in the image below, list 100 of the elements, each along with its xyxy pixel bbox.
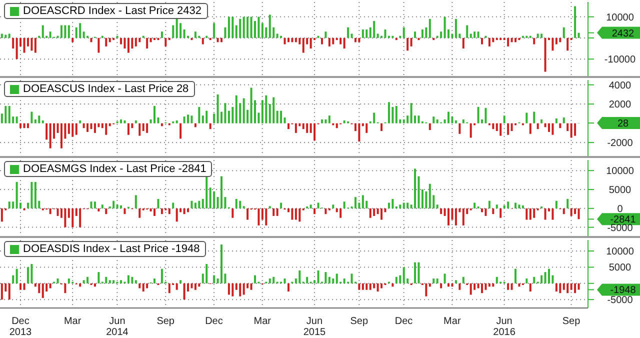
bar <box>246 208 249 220</box>
bar <box>526 278 528 284</box>
bar <box>8 202 10 208</box>
bar <box>484 108 487 124</box>
bar <box>154 106 156 124</box>
bar <box>168 208 170 214</box>
bar <box>38 283 40 294</box>
bar <box>336 274 338 284</box>
bar <box>250 283 252 290</box>
bar <box>428 283 431 287</box>
bar <box>250 16 252 38</box>
bar <box>64 208 66 228</box>
bar <box>94 123 96 133</box>
bar <box>261 23 264 38</box>
bar <box>0 34 3 38</box>
bar <box>410 38 412 46</box>
bar <box>496 38 498 40</box>
bar <box>134 38 137 46</box>
bar <box>220 176 222 208</box>
bar <box>160 208 163 214</box>
bar <box>42 120 44 124</box>
legend-label: DOEASDIS Index - Last Price -1948 <box>23 242 200 256</box>
x-tick-label: Jun 2016 <box>493 316 516 338</box>
bar <box>120 280 122 284</box>
bar <box>254 21 256 38</box>
bar <box>432 278 435 284</box>
bar <box>544 272 546 284</box>
bar <box>64 25 66 38</box>
bar <box>176 18 178 38</box>
bar <box>242 283 245 295</box>
bar <box>510 123 513 131</box>
bar <box>418 38 420 40</box>
bar <box>462 119 464 124</box>
bar <box>146 123 148 133</box>
bar <box>276 110 278 124</box>
bar <box>280 202 282 208</box>
bar <box>98 38 100 53</box>
bar <box>0 208 3 222</box>
bar <box>444 274 446 284</box>
bar <box>232 106 234 124</box>
bar <box>566 198 569 208</box>
bar <box>49 123 52 148</box>
bar <box>94 283 96 287</box>
bar <box>536 123 539 130</box>
bar <box>60 25 62 38</box>
bar <box>26 123 29 128</box>
bar <box>30 38 33 51</box>
bar <box>183 208 186 214</box>
bar <box>49 283 52 288</box>
bar <box>529 123 532 134</box>
bar <box>294 123 297 133</box>
bar <box>526 112 528 124</box>
bar <box>112 280 115 284</box>
bar <box>142 283 144 292</box>
bar <box>500 208 502 218</box>
bar <box>376 283 379 292</box>
bar <box>503 116 506 124</box>
bar <box>157 38 160 40</box>
bar <box>324 208 327 214</box>
bar <box>578 283 580 290</box>
bar <box>105 276 108 284</box>
bar <box>402 267 405 284</box>
bar <box>98 208 100 212</box>
bar <box>358 283 360 290</box>
bar <box>399 204 402 208</box>
bar <box>366 29 368 38</box>
bar <box>124 38 126 49</box>
bar <box>209 38 212 40</box>
bar <box>343 278 346 284</box>
bar <box>317 202 320 208</box>
bar <box>559 38 562 42</box>
bar <box>180 123 182 139</box>
bar <box>343 38 346 49</box>
bar <box>406 116 409 124</box>
bar <box>366 283 368 290</box>
bar <box>187 208 190 212</box>
bar <box>26 267 29 284</box>
bar <box>23 38 26 53</box>
bar <box>440 208 442 214</box>
bar <box>46 123 48 140</box>
bar <box>168 38 170 40</box>
bar <box>224 27 226 38</box>
bar <box>213 191 216 208</box>
bar <box>60 123 62 148</box>
bar <box>414 168 416 208</box>
bar <box>98 272 100 284</box>
bar <box>272 208 275 216</box>
bar <box>183 116 186 124</box>
bar <box>56 278 59 284</box>
y-tick-label: 10000 <box>606 166 634 178</box>
bar <box>142 123 144 131</box>
bar <box>462 208 464 226</box>
bar <box>228 110 230 124</box>
legend-label: DOEASCUS Index - Last Price 28 <box>23 82 189 96</box>
bar <box>470 283 472 295</box>
bar <box>86 276 89 284</box>
bar <box>458 283 461 290</box>
bar <box>448 112 450 124</box>
bar <box>384 29 386 38</box>
bar <box>358 123 360 142</box>
